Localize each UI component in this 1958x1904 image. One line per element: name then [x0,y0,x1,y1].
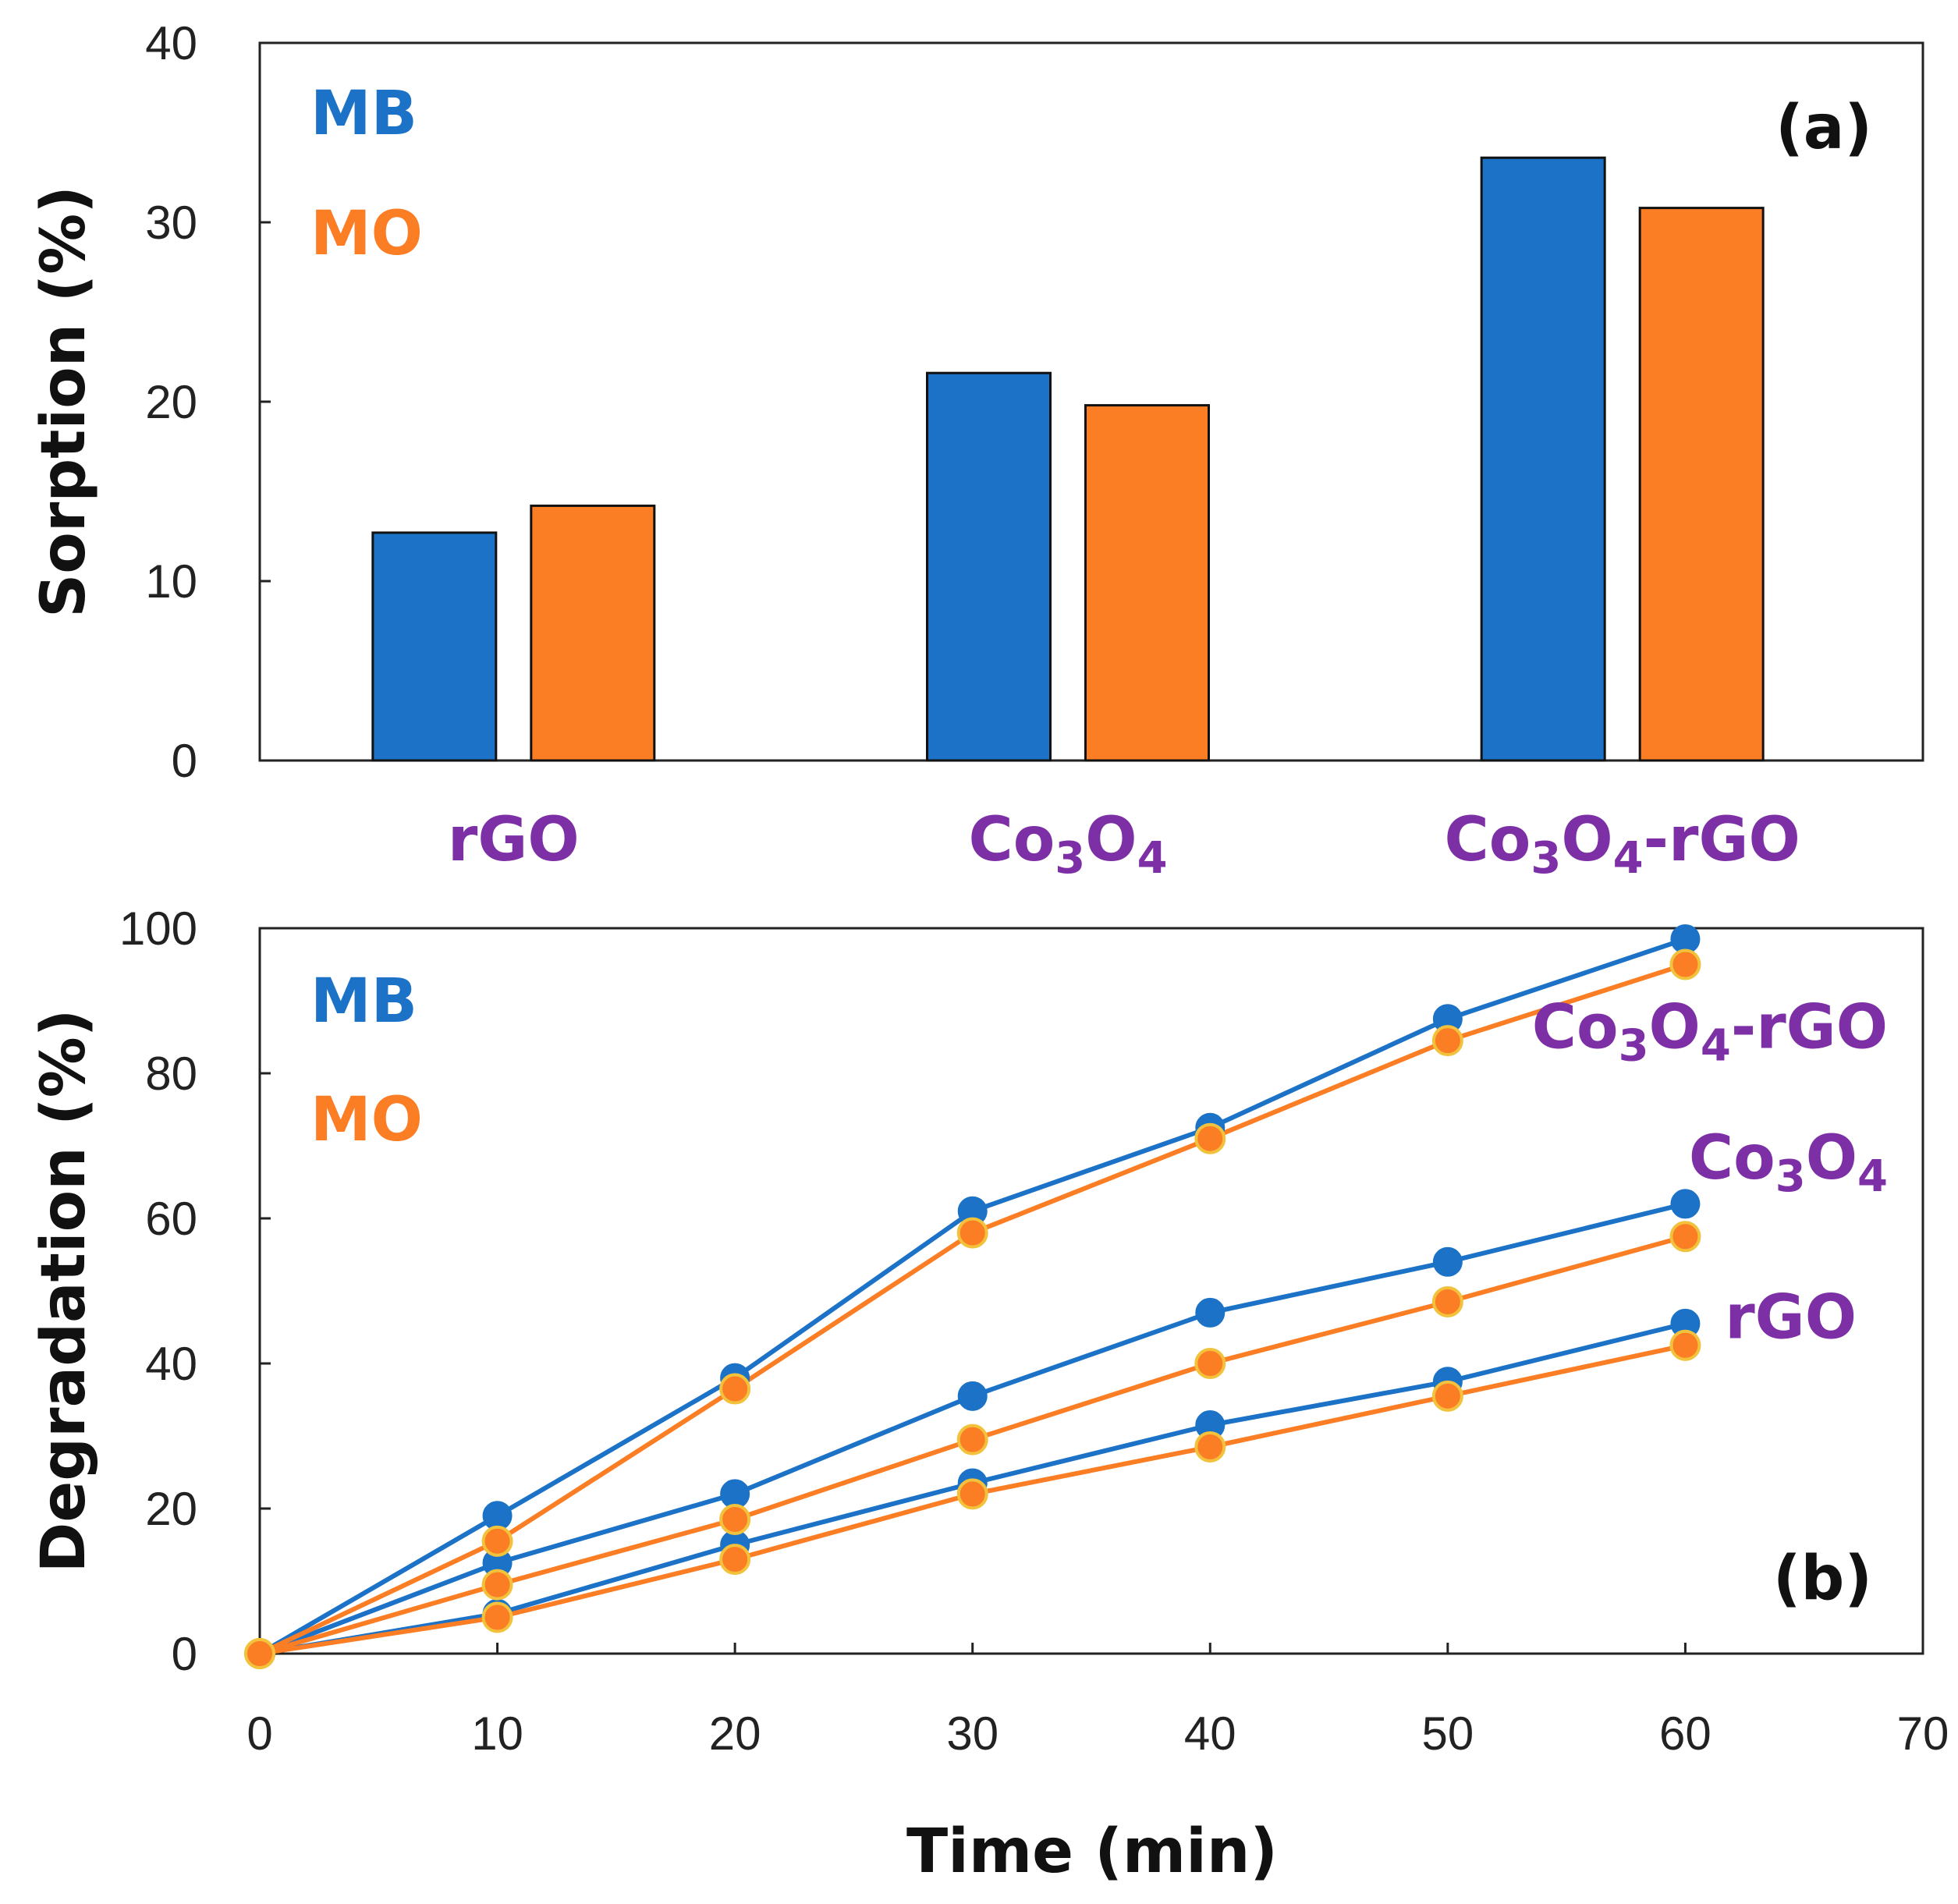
series-points-b [244,924,1701,1669]
point-mo-co3o4-60 [1669,1221,1701,1253]
category-label-2-part: 4 [1613,833,1644,884]
point-mo-co3o4-50 [1431,1285,1463,1317]
point-mo-rgo-30 [956,1478,988,1510]
x-tick-label-b: 10 [471,1707,523,1760]
point-mo-rgo-60 [1669,1329,1701,1361]
y-tick-label-a: 10 [145,555,197,608]
curve-label-1: Co3O4 [1689,1123,1888,1202]
category-label-1-part: Co [968,805,1055,875]
x-tick-label-b: 0 [247,1707,272,1760]
category-label-2-part: O [1561,805,1612,875]
bar-mo-2 [1638,207,1765,762]
bar-mb-2 [1480,156,1606,762]
series-lines-b [258,937,1687,1656]
point-mb-co3o4-40 [1195,1297,1226,1328]
legend-mo-b: MO [310,1085,423,1155]
curve-label-0-part: -rGO [1731,992,1888,1062]
curve-label-2-part: rGO [1725,1282,1857,1353]
category-label-0-part: rGO [448,805,580,875]
curve-label-0-part: 4 [1701,1020,1731,1071]
curve-label-1-part: Co [1689,1123,1775,1193]
x-axis-ticks-b: 0 10 20 30 40 50 60 70 [247,1643,1949,1760]
point-mo-co3o4-rgo-0 [244,1638,275,1669]
y-tick-label-b: 60 [145,1193,197,1245]
y-axis-title-b: Degradation (%) [29,1009,99,1573]
bar-mb-1 [926,371,1052,762]
curve-label-0-part: Co [1532,992,1619,1062]
x-tick-label-b: 50 [1421,1707,1474,1760]
bar-mo-1 [1084,404,1210,762]
point-mo-co3o4-rgo-30 [956,1217,988,1249]
category-label-2-part: 3 [1531,833,1561,884]
category-label-1: Co3O4 [968,805,1167,884]
x-tick-label-b: 30 [946,1707,999,1760]
y-tick-label-a: 40 [145,17,197,69]
point-mo-rgo-50 [1431,1380,1463,1412]
curve-label-0: Co3O4-rGO [1532,992,1888,1071]
legend-mo-a: MO [310,199,423,269]
y-tick-label-a: 30 [145,197,197,249]
category-label-1-part: O [1085,805,1137,875]
category-label-2: Co3O4-rGO [1445,805,1800,884]
y-axis-title-a: Sorption (%) [29,186,99,618]
y-tick-label-a: 0 [172,735,197,787]
x-tick-label-b: 20 [709,1707,761,1760]
curve-label-1-part: 3 [1775,1151,1806,1202]
legend-mb-b: MB [310,966,417,1037]
category-label-0: rGO [448,805,580,875]
y-tick-label-b: 80 [145,1048,197,1100]
bar-mb-0 [371,531,498,762]
curve-label-1-part: O [1806,1123,1857,1193]
curve-label-0-part: O [1649,992,1701,1062]
point-mo-rgo-40 [1194,1431,1226,1463]
curve-label-1-part: 4 [1857,1151,1888,1202]
y-tick-label-b: 100 [119,902,197,955]
x-tick-label-b: 70 [1897,1707,1949,1760]
point-mo-co3o4-40 [1194,1348,1226,1379]
point-mo-co3o4-rgo-50 [1431,1025,1463,1057]
y-tick-label-b: 20 [145,1483,197,1535]
category-labels-a: rGO Co3O4 Co3O4-rGO [448,805,1800,884]
legend-mb-a: MB [310,79,417,149]
point-mo-co3o4-rgo-20 [719,1373,751,1405]
plot-frame-b [258,927,1924,1655]
y-tick-label-b: 40 [145,1338,197,1390]
point-mo-rgo-20 [719,1544,751,1576]
panel-label-a: (a) [1775,93,1872,163]
point-mo-co3o4-20 [719,1503,751,1535]
point-mo-co3o4-10 [481,1569,513,1601]
category-label-1-part: 3 [1055,833,1085,884]
point-mb-co3o4-50 [1432,1246,1463,1277]
category-label-1-part: 4 [1137,833,1168,884]
bars-a [371,156,1765,762]
category-label-2-part: -rGO [1644,805,1800,875]
x-tick-label-b: 60 [1659,1707,1711,1760]
point-mo-co3o4-rgo-10 [481,1525,513,1557]
point-mo-co3o4-rgo-60 [1669,948,1701,980]
point-mb-co3o4-30 [957,1381,988,1411]
point-mo-co3o4-rgo-40 [1194,1122,1226,1154]
x-tick-label-b: 40 [1184,1707,1236,1760]
panel-label-b: (b) [1773,1544,1872,1614]
y-tick-label-b: 0 [172,1628,197,1680]
x-axis-title-b: Time (min) [906,1817,1278,1887]
line-mo-co3o4-rgo [258,962,1687,1656]
curve-label-0-part: 3 [1619,1020,1649,1071]
point-mo-co3o4-30 [956,1424,988,1455]
point-mb-co3o4-60 [1670,1189,1701,1219]
y-tick-label-a: 20 [145,376,197,428]
category-label-2-part: Co [1445,805,1531,875]
bar-mo-0 [530,504,656,762]
y-axis-ticks-b: 0 20 40 60 80 100 [119,902,271,1680]
point-mo-rgo-10 [481,1601,513,1633]
y-axis-ticks-a: 0 10 20 30 40 [145,17,271,787]
curve-label-2: rGO [1725,1282,1857,1353]
